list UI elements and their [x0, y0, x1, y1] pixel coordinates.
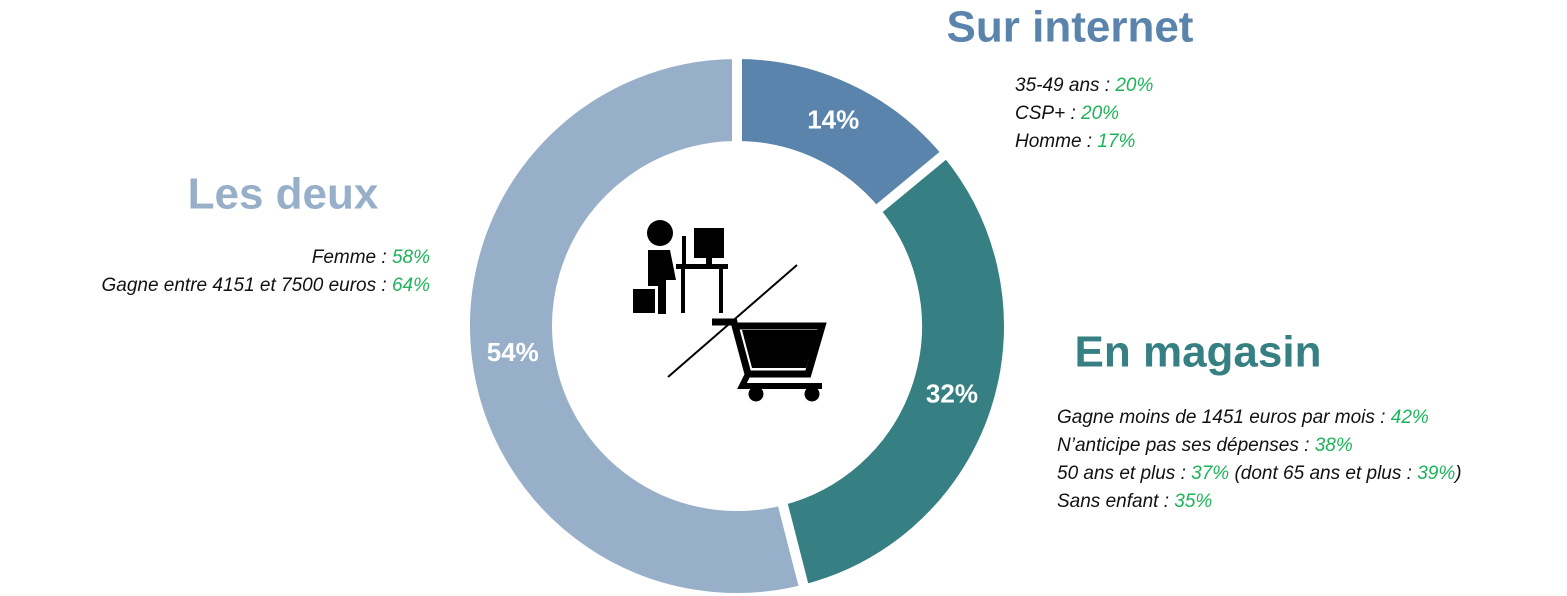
note-text: Sans enfant : — [1057, 491, 1174, 512]
note-value: 37% — [1191, 463, 1229, 484]
note-value: 38% — [1315, 435, 1353, 456]
note-value: 64% — [392, 275, 430, 296]
category-title: Les deux — [188, 170, 379, 219]
note-line: Sans enfant : 35% — [1057, 491, 1212, 512]
note-text: Homme : — [1015, 131, 1097, 152]
note-text: CSP+ : — [1015, 103, 1081, 124]
donut-slice — [460, 48, 811, 596]
note-text: 35-49 ans : — [1015, 75, 1115, 96]
note-text: N’anticipe pas ses dépenses : — [1057, 435, 1315, 456]
note-text: Gagne moins de 1451 euros par mois : — [1057, 407, 1391, 428]
note-value: 58% — [392, 247, 430, 268]
note-value: 20% — [1114, 75, 1153, 96]
note-line: CSP+ : 20% — [1015, 103, 1119, 124]
note-text: 50 ans et plus : — [1057, 463, 1191, 484]
value-label: 54% — [487, 337, 539, 367]
note-line: 35-49 ans : 20% — [1015, 75, 1153, 96]
note-value: 35% — [1174, 491, 1212, 512]
value-label: 32% — [926, 379, 978, 409]
donut-slice — [775, 145, 1014, 596]
value-label: 14% — [807, 104, 859, 134]
note-value: 20% — [1080, 103, 1119, 124]
note-line: Femme : 58% — [312, 247, 430, 268]
cart-icon — [712, 318, 827, 402]
note-value: 17% — [1097, 131, 1135, 152]
note-text: Gagne entre 4151 et 7500 euros : — [101, 275, 392, 296]
note-line: Homme : 17% — [1015, 131, 1135, 152]
note-line: Gagne moins de 1451 euros par mois : 42% — [1057, 407, 1429, 428]
note-text: ) — [1453, 463, 1461, 484]
category-title: En magasin — [1075, 328, 1322, 377]
note-value: 42% — [1391, 407, 1429, 428]
note-line: Gagne entre 4151 et 7500 euros : 64% — [101, 275, 430, 296]
note-text: (dont 65 ans et plus : — [1229, 463, 1417, 484]
donut-slice — [732, 48, 954, 219]
computer-user-icon — [633, 220, 728, 314]
note-line: N’anticipe pas ses dépenses : 38% — [1057, 435, 1353, 456]
category-title: Sur internet — [947, 3, 1194, 52]
note-text: Femme : — [312, 247, 392, 268]
note-line: 50 ans et plus : 37% (dont 65 ans et plu… — [1057, 463, 1462, 484]
note-value: 39% — [1417, 463, 1455, 484]
